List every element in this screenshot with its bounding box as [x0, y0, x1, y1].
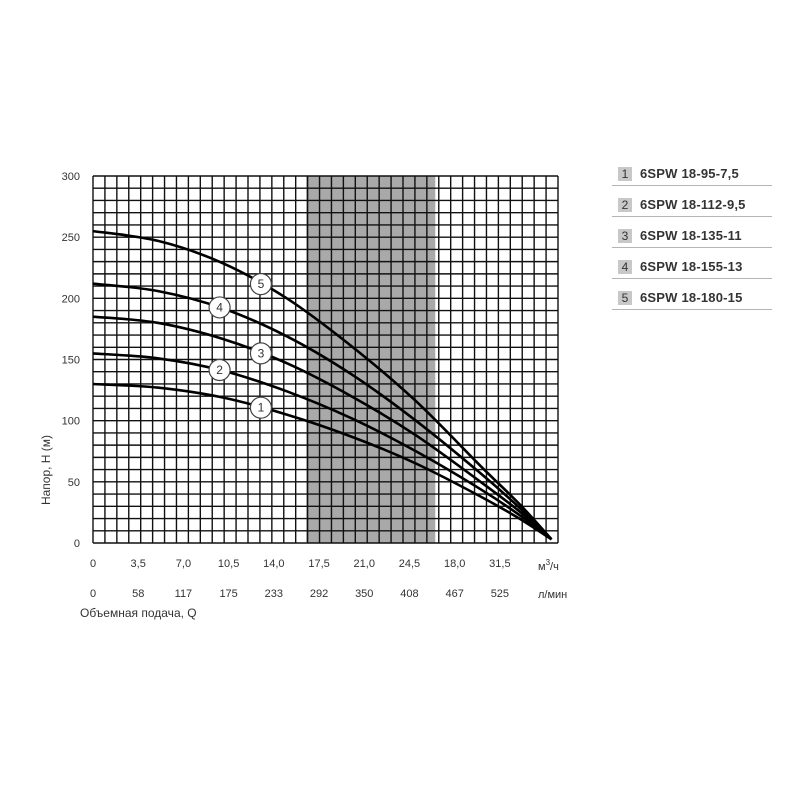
- x-tick-label-m3h: 17,5: [308, 558, 329, 570]
- x-tick-label-lmin: 292: [310, 588, 328, 600]
- legend-number: 1: [618, 166, 632, 181]
- curve-marker-2: [208, 358, 231, 382]
- pump-curves: 1 2 3 4 5: [92, 229, 553, 541]
- legend-number: 3: [618, 228, 632, 243]
- x-axis-units: м3/ч л/мин: [538, 558, 567, 601]
- legend-number: 5: [618, 290, 632, 305]
- curve-marker-5: [249, 273, 273, 296]
- legend-label: 6SPW 18-180-15: [640, 290, 743, 305]
- y-tick-label: 150: [62, 355, 80, 367]
- curve-marker-label: 5: [258, 277, 265, 291]
- x-tick-label-m3h: 31,5: [489, 558, 510, 570]
- pump-curve-1: [92, 382, 553, 541]
- y-tick-label: 50: [68, 477, 80, 489]
- y-axis-ticks: 0 50 100 150 200 250 300: [62, 171, 80, 550]
- x-tick-label-m3h: 7,0: [176, 558, 191, 570]
- curve-marker-3: [249, 342, 273, 365]
- x-tick-label-m3h: 18,0: [444, 558, 465, 570]
- x-tick-label-lmin: 175: [219, 588, 237, 600]
- x-tick-label-lmin: 0: [90, 588, 96, 600]
- legend-item-3: 3 6SPW 18-135-11: [612, 224, 772, 248]
- x-tick-label-m3h: 24,5: [399, 558, 420, 570]
- y-tick-label: 300: [62, 171, 80, 183]
- x-tick-label-m3h: 3,5: [131, 558, 146, 570]
- curve-marker-label: 2: [216, 363, 223, 377]
- legend-number: 2: [618, 197, 632, 212]
- pump-curve-4: [92, 282, 553, 541]
- pump-curve-3: [92, 315, 553, 541]
- chart-legend: 1 6SPW 18-95-7,5 2 6SPW 18-112-9,5 3 6SP…: [612, 162, 772, 317]
- curve-marker-label: 4: [216, 300, 223, 314]
- legend-label: 6SPW 18-155-13: [640, 259, 743, 274]
- x-tick-label-m3h: 0: [90, 558, 96, 570]
- y-tick-label: 250: [62, 232, 80, 244]
- legend-number: 4: [618, 259, 632, 274]
- x-tick-label-m3h: 10,5: [218, 558, 239, 570]
- x-tick-label-m3h: 21,0: [354, 558, 375, 570]
- y-axis-label: Напор, H (м): [39, 435, 53, 505]
- x-unit-lmin: л/мин: [538, 589, 567, 601]
- curve-marker-label: 3: [258, 346, 265, 360]
- curve-marker-4: [208, 296, 231, 319]
- pump-curve-5: [92, 229, 553, 541]
- x-axis-label: Объемная подача, Q: [80, 606, 197, 620]
- y-tick-label: 0: [74, 538, 80, 550]
- pump-curve-2: [92, 352, 553, 541]
- legend-item-4: 4 6SPW 18-155-13: [612, 255, 772, 279]
- curve-marker-label: 1: [258, 401, 265, 415]
- x-axis-ticks: 0 3,5 7,0 10,5 14,0 17,5 21,0 24,5 18,0 31,5 0 58 11…: [90, 558, 511, 600]
- x-tick-label-lmin: 525: [491, 588, 509, 600]
- legend-label: 6SPW 18-95-7,5: [640, 166, 739, 181]
- y-tick-label: 200: [62, 293, 80, 305]
- x-tick-label-lmin: 467: [445, 588, 463, 600]
- legend-label: 6SPW 18-112-9,5: [640, 197, 746, 212]
- legend-label: 6SPW 18-135-11: [640, 228, 742, 243]
- x-tick-label-lmin: 408: [400, 588, 418, 600]
- y-tick-label: 100: [62, 416, 80, 428]
- legend-item-1: 1 6SPW 18-95-7,5: [612, 162, 772, 186]
- x-tick-label-m3h: 14,0: [263, 558, 284, 570]
- legend-item-2: 2 6SPW 18-112-9,5: [612, 193, 772, 217]
- x-tick-label-lmin: 58: [132, 588, 144, 600]
- legend-item-5: 5 6SPW 18-180-15: [612, 286, 772, 310]
- curve-marker-1: [249, 396, 273, 419]
- x-tick-label-lmin: 233: [265, 588, 283, 600]
- x-tick-label-lmin: 117: [175, 588, 193, 600]
- x-unit-m3h: м3/ч: [538, 558, 559, 573]
- x-tick-label-lmin: 350: [355, 588, 373, 600]
